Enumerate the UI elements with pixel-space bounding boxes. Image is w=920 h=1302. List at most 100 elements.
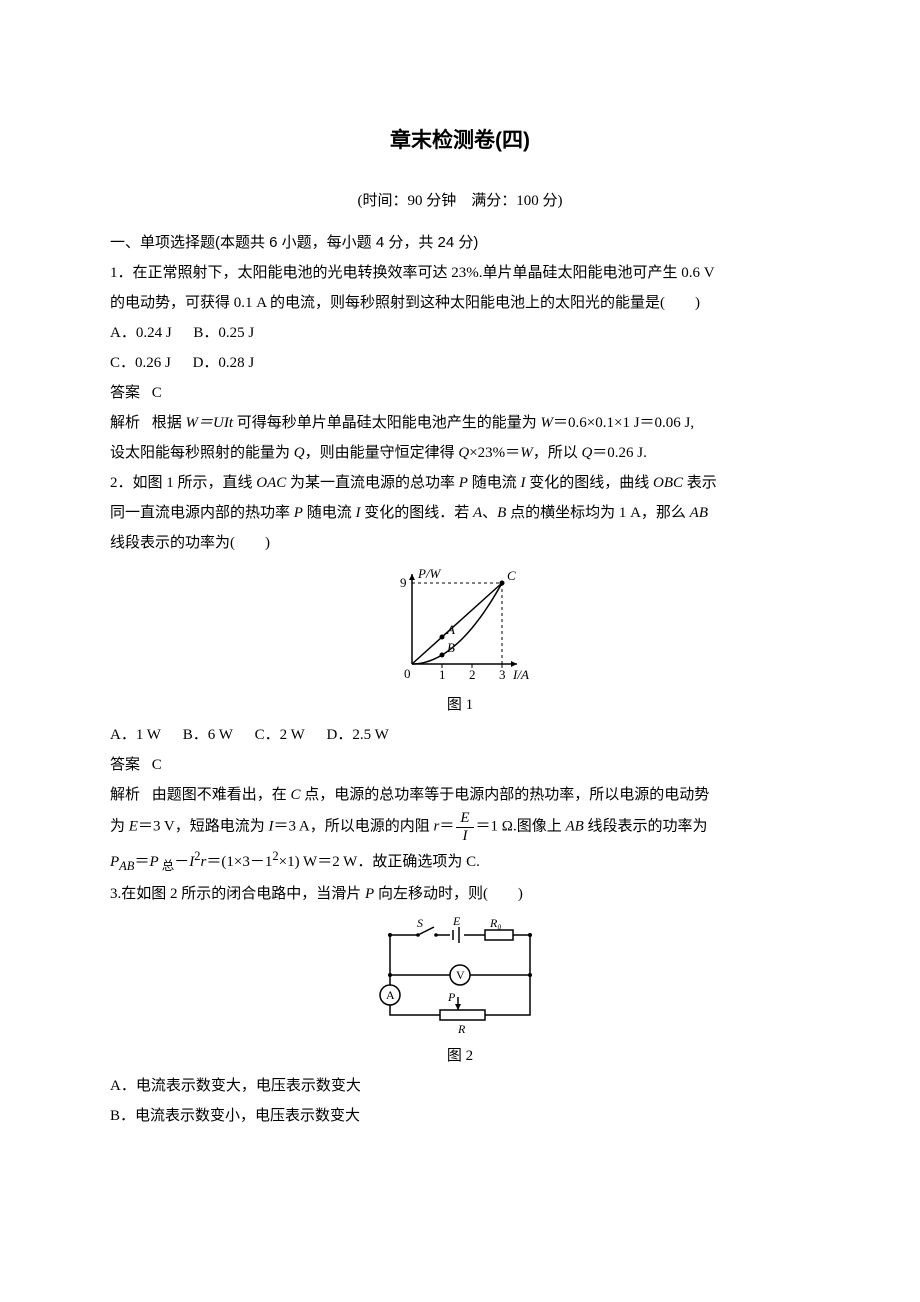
var-W: W	[541, 415, 554, 431]
svg-text:V: V	[456, 968, 465, 982]
text: ，所以	[533, 445, 582, 461]
svg-text:0: 0	[404, 666, 411, 681]
text: 随电流	[303, 505, 356, 521]
svg-text:E: E	[452, 915, 461, 928]
explain-label: 解析	[110, 408, 148, 438]
text: ＝(1×3－1	[206, 854, 272, 870]
var-Q: Q	[581, 445, 592, 461]
q3-stem-line1: 3.在如图 2 所示的闭合电路中，当滑片 P 向左移动时，则( )	[110, 879, 810, 909]
frac-num: E	[456, 810, 473, 828]
var-A: A	[473, 505, 482, 521]
q2-chart-svg: 01239ABCP/WI/A	[380, 564, 540, 684]
answer-label: 答案	[110, 750, 148, 780]
var-E: E	[129, 818, 138, 834]
svg-text:9: 9	[400, 575, 407, 590]
explain-label: 解析	[110, 780, 148, 810]
svg-text:C: C	[507, 568, 516, 583]
text: 点，电源的总功率等于电源内部的热功率，所以电源的电动势	[301, 787, 710, 803]
page-title: 章末检测卷(四)	[110, 120, 810, 162]
q2-answer: 答案 C	[110, 750, 810, 780]
text: 变化的图线，曲线	[525, 475, 653, 491]
text: ＝0.26 J.	[592, 445, 647, 461]
text: 线段表示的功率为	[584, 818, 708, 834]
text: ×1) W＝2 W．故正确选项为 C.	[279, 854, 480, 870]
var-Q: Q	[294, 445, 305, 461]
text: 变化的图线．若	[360, 505, 473, 521]
var-OAC: OAC	[256, 475, 286, 491]
text: ＝1 Ω.图像上	[476, 818, 566, 834]
q1-option-d: D．0.28 J	[193, 355, 255, 371]
q2-stem-line2: 同一直流电源内部的热功率 P 随电流 I 变化的图线．若 A、B 点的横坐标均为…	[110, 498, 810, 528]
q1-stem-line1: 1．在正常照射下，太阳能电池的光电转换效率可达 23%.单片单晶硅太阳能电池可产…	[110, 258, 810, 288]
var-P: P	[459, 475, 468, 491]
sub-AB: AB	[119, 859, 134, 873]
q3-figure: SER₀VAPR	[110, 915, 810, 1035]
q2-explain-line2: 为 E＝3 V，短路电流为 I＝3 A，所以电源的内阻 r＝EI＝1 Ω.图像上…	[110, 810, 810, 844]
q1-option-c: C．0.26 J	[110, 355, 171, 371]
q2-option-c: C．2 W	[255, 727, 305, 743]
var-Q: Q	[458, 445, 469, 461]
fraction-E-over-I: EI	[456, 810, 473, 844]
var-B: B	[497, 505, 506, 521]
text: 点的横坐标均为 1 A，那么	[506, 505, 689, 521]
text: ＝3 V，短路电流为	[138, 818, 269, 834]
var-W-UIt: W＝UIt	[186, 415, 234, 431]
svg-text:A: A	[386, 988, 395, 1002]
var-P: P	[294, 505, 303, 521]
q2-explain-line1: 解析 由题图不难看出，在 C 点，电源的总功率等于电源内部的热功率，所以电源的电…	[110, 780, 810, 810]
text: 、	[482, 505, 497, 521]
q1-stem-line2: 的电动势，可获得 0.1 A 的电流，则每秒照射到这种太阳能电池上的太阳光的能量…	[110, 288, 810, 318]
q1-answer: 答案 C	[110, 378, 810, 408]
svg-text:2: 2	[469, 667, 476, 682]
var-C: C	[291, 787, 301, 803]
text: ＝	[134, 854, 149, 870]
var-AB: AB	[690, 505, 708, 521]
var-P: P	[365, 886, 374, 902]
frac-den: I	[456, 828, 473, 845]
q2-option-d: D．2.5 W	[327, 727, 389, 743]
text: 设太阳能每秒照射的能量为	[110, 445, 294, 461]
var-W: W	[520, 445, 533, 461]
text: －	[174, 854, 189, 870]
q1-options-line2: C．0.26 J D．0.28 J	[110, 348, 810, 378]
svg-text:R: R	[457, 1022, 466, 1035]
q1-option-b: B．0.25 J	[193, 325, 254, 341]
q3-circuit-svg: SER₀VAPR	[370, 915, 550, 1035]
q2-figure: 01239ABCP/WI/A	[110, 564, 810, 684]
text: 为某一直流电源的总功率	[286, 475, 459, 491]
q2-figure-caption: 图 1	[110, 690, 810, 720]
svg-text:P: P	[447, 990, 456, 1004]
q2-answer-value: C	[152, 757, 162, 773]
q2-explain-line3: PAB＝P 总－I2r＝(1×3－12×1) W＝2 W．故正确选项为 C.	[110, 844, 810, 879]
q2-option-b: B．6 W	[183, 727, 233, 743]
sub-total: 总	[159, 859, 175, 873]
text: 同一直流电源内部的热功率	[110, 505, 294, 521]
q2-options: A．1 W B．6 W C．2 W D．2.5 W	[110, 720, 810, 750]
text: ＝3 A，所以电源的内阻	[274, 818, 434, 834]
q1-explain-line1: 解析 根据 W＝UIt 可得每秒单片单晶硅太阳能电池产生的能量为 W＝0.6×0…	[110, 408, 810, 438]
svg-text:B: B	[447, 640, 455, 655]
page-subtitle: (时间：90 分钟 满分：100 分)	[110, 186, 810, 216]
text: ＝	[439, 818, 454, 834]
q3-figure-caption: 图 2	[110, 1041, 810, 1071]
text: 3.在如图 2 所示的闭合电路中，当滑片	[110, 886, 365, 902]
text: ，则由能量守恒定律得	[305, 445, 459, 461]
text: 2．如图 1 所示，直线	[110, 475, 256, 491]
q2-stem-line3: 线段表示的功率为( )	[110, 528, 810, 558]
var-AB: AB	[565, 818, 583, 834]
text: ×23%＝	[469, 445, 520, 461]
svg-text:P/W: P/W	[417, 566, 442, 581]
var-P: P	[110, 854, 119, 870]
text: 随电流	[468, 475, 521, 491]
q2-stem-line1: 2．如图 1 所示，直线 OAC 为某一直流电源的总功率 P 随电流 I 变化的…	[110, 468, 810, 498]
q3-option-b: B．电流表示数变小，电压表示数变大	[110, 1101, 810, 1131]
q1-option-a: A．0.24 J	[110, 325, 172, 341]
q1-options-line1: A．0.24 J B．0.25 J	[110, 318, 810, 348]
svg-text:R₀: R₀	[489, 916, 502, 930]
svg-text:A: A	[446, 622, 455, 637]
svg-text:3: 3	[499, 667, 506, 682]
var-OBC: OBC	[653, 475, 683, 491]
q3-option-a: A．电流表示数变大，电压表示数变大	[110, 1071, 810, 1101]
svg-text:1: 1	[439, 667, 446, 682]
text: 可得每秒单片单晶硅太阳能电池产生的能量为	[233, 415, 541, 431]
